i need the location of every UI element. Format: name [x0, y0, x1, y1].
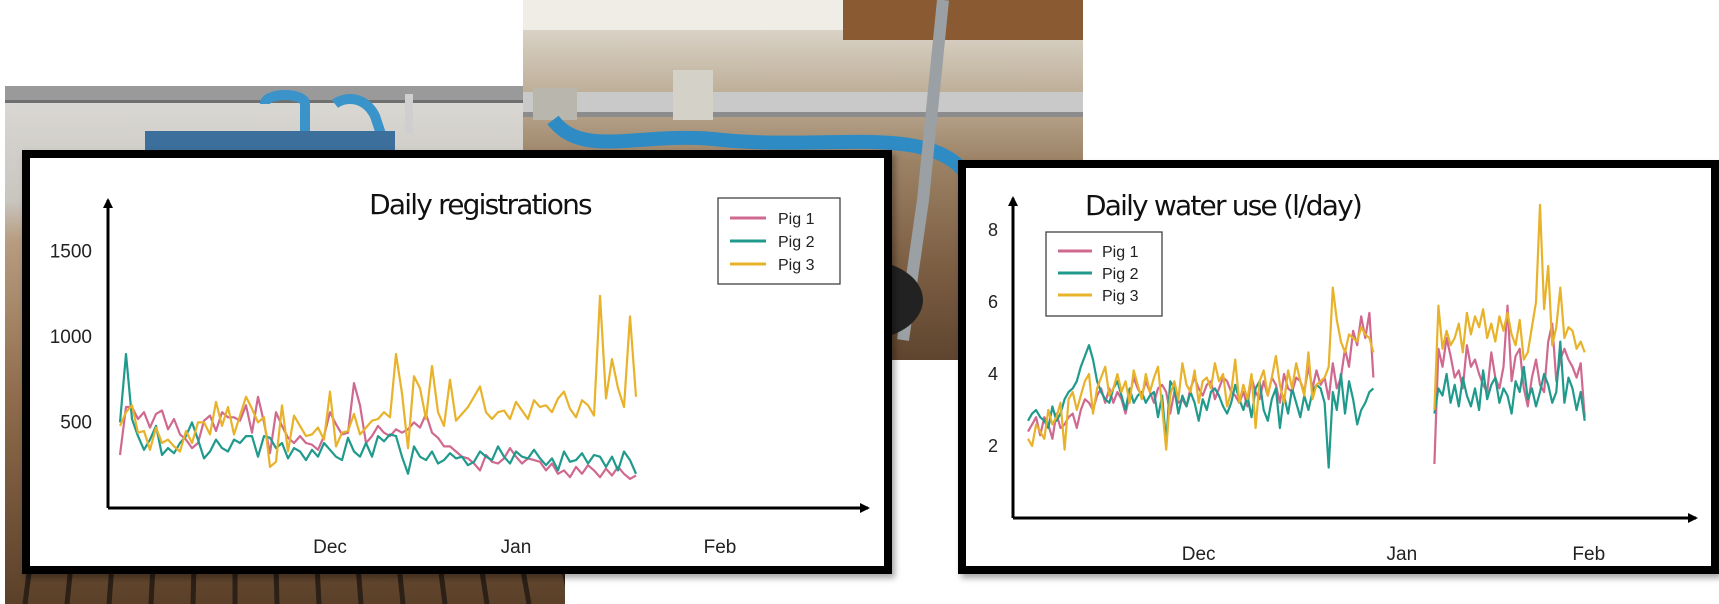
series-line-pig-3 [1027, 203, 1586, 451]
chart-title: Daily water use (l/day) [1085, 189, 1361, 222]
series-line-pig-1 [118, 382, 637, 480]
registrations-chart: Daily registrations 500 1000 1500 Dec Jan Fe… [50, 188, 870, 558]
y-tick-label: 1500 [50, 241, 92, 262]
y-tick-label: 2 [988, 436, 998, 456]
legend-label-pig-2: Pig 2 [778, 234, 815, 251]
water-use-chart-panel: Daily water use (l/day) 2 4 6 8 Dec Jan Feb P… [958, 160, 1719, 574]
series-line-pig-2 [118, 352, 638, 475]
x-tick-label: Jan [501, 537, 532, 558]
chart-title: Daily registrations [369, 188, 592, 221]
legend-label-pig-3: Pig 3 [1102, 288, 1139, 305]
pipes-photo-illustration [523, 0, 1083, 341]
legend: Pig 1 Pig 2 Pig 3 [1045, 231, 1163, 317]
y-tick-label: 1000 [50, 327, 92, 348]
y-tick-label: 8 [988, 220, 998, 240]
legend: Pig 1 Pig 2 Pig 3 [717, 197, 841, 285]
x-tick-label: Feb [1572, 544, 1605, 565]
legend-label-pig-1: Pig 1 [778, 211, 815, 228]
series-line-pig-2 [1027, 340, 1586, 469]
x-tick-label: Feb [704, 537, 737, 558]
registrations-chart-panel: Daily registrations 500 1000 1500 Dec Jan Fe… [22, 150, 892, 574]
y-tick-label: 500 [60, 412, 92, 433]
x-tick-label: Dec [1182, 544, 1216, 565]
water-use-chart: Daily water use (l/day) 2 4 6 8 Dec Jan Feb P… [988, 189, 1698, 565]
series-line-pig-3 [118, 294, 638, 468]
x-tick-label: Dec [313, 537, 347, 558]
y-tick-label: 4 [988, 364, 998, 384]
legend-label-pig-2: Pig 2 [1102, 266, 1139, 283]
x-tick-label: Jan [1387, 544, 1418, 565]
legend-label-pig-3: Pig 3 [778, 257, 815, 274]
legend-label-pig-1: Pig 1 [1102, 244, 1139, 261]
y-tick-label: 6 [988, 292, 998, 312]
